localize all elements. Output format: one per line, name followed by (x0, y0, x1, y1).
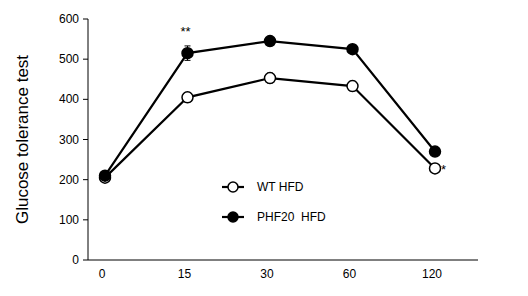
annotation: * (441, 162, 446, 177)
y-tick-label: 200 (59, 173, 79, 187)
legend-marker (228, 212, 238, 222)
x-axis (88, 260, 478, 261)
y-tick-label: 100 (59, 213, 79, 227)
data-point (100, 170, 111, 181)
error-cap (185, 60, 191, 61)
data-point (430, 163, 441, 174)
series-line (105, 41, 435, 176)
data-point (347, 81, 358, 92)
data-point (265, 36, 276, 47)
x-tick-label: 15 (178, 267, 192, 281)
legend: WT HFD PHF20 HFD (222, 180, 326, 224)
series-line (105, 78, 435, 178)
data-point (347, 44, 358, 55)
y-tick-label: 500 (59, 52, 79, 66)
legend-marker (228, 182, 238, 192)
y-tick (83, 179, 88, 180)
y-tick-label: 300 (59, 133, 79, 147)
chart-root: 0 100 200 300 400 500 600 0 15 30 60 120 Glucose tol… (0, 0, 528, 296)
y-tick-label: 400 (59, 92, 79, 106)
data-point (430, 146, 441, 157)
x-tick-label: 30 (260, 267, 274, 281)
y-tick (83, 260, 88, 261)
x-tick-label: 120 (422, 267, 442, 281)
y-tick-label: 600 (59, 12, 79, 26)
data-point (265, 73, 276, 84)
y-tick (83, 19, 88, 20)
plot-marks (100, 36, 441, 184)
data-point (182, 48, 193, 59)
legend-label: PHF20 HFD (257, 210, 326, 224)
y-axis-label: Glucose tolerance test (13, 55, 32, 224)
annotation: ** (180, 24, 190, 39)
y-tick (83, 139, 88, 140)
x-tick-label: 0 (99, 267, 106, 281)
y-tick (83, 219, 88, 220)
chart-svg: 0 100 200 300 400 500 600 0 15 30 60 120 Glucose tol… (0, 0, 528, 296)
data-point (182, 92, 193, 103)
y-tick (83, 59, 88, 60)
y-tick (83, 99, 88, 100)
x-tick-label: 60 (343, 267, 357, 281)
y-tick-label: 0 (72, 253, 79, 267)
legend-label: WT HFD (257, 180, 304, 194)
error-cap (185, 45, 191, 46)
